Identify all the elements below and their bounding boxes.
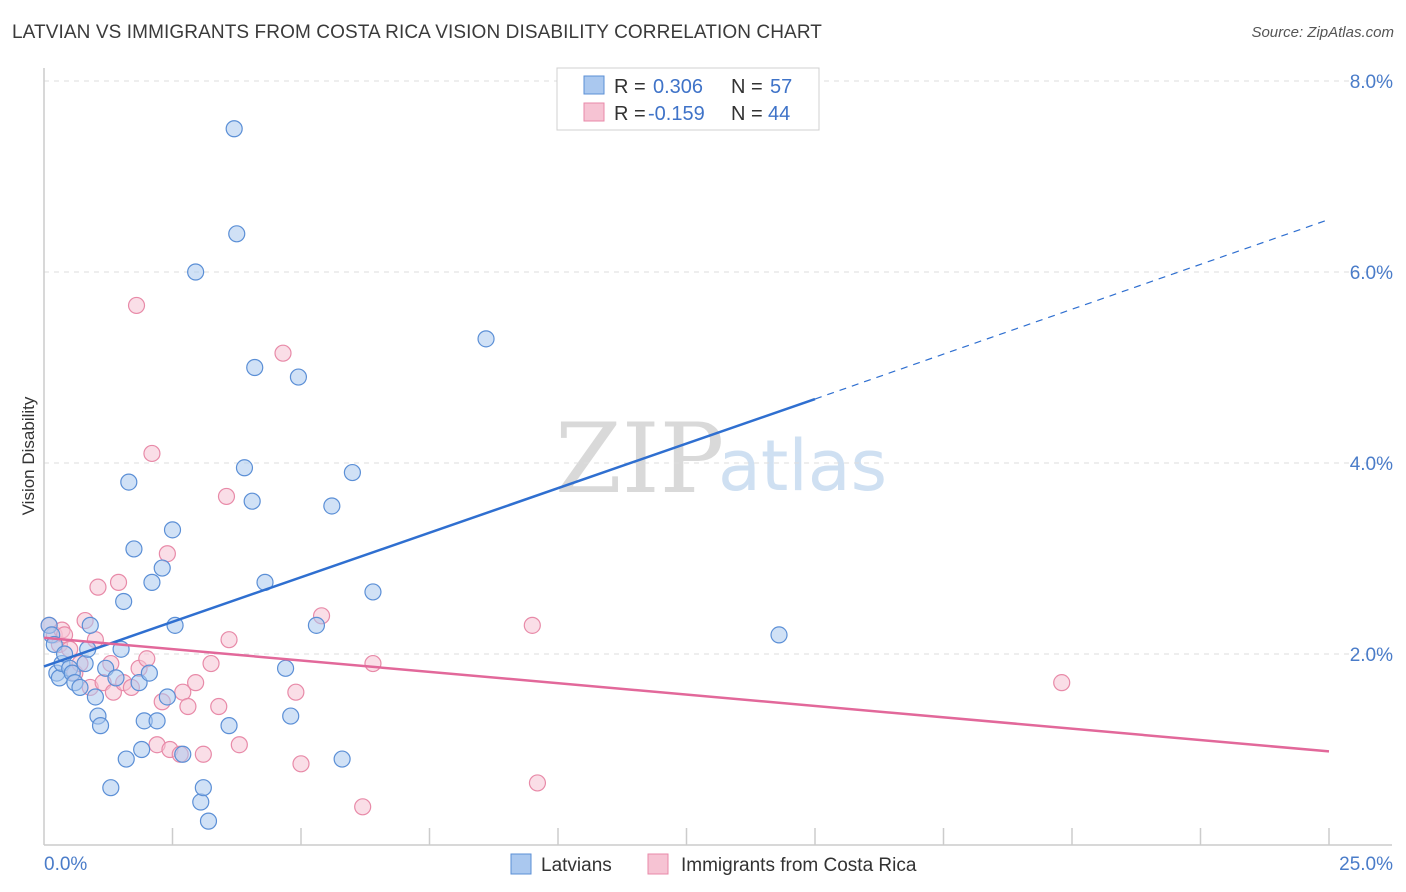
costa-rica-point (194, 745, 212, 763)
latvians-point (276, 659, 295, 677)
y-tick-label-2: 2.0% (1350, 645, 1393, 666)
latvians-point (194, 779, 212, 797)
latvians-point (770, 626, 788, 644)
latvians-point (246, 358, 264, 377)
legend-swatch-latvians (583, 75, 605, 95)
costa-rica-point (127, 296, 146, 315)
costa-rica-point (220, 631, 238, 649)
bottom-legend-label-costa-rica: Immigrants from Costa Rica (681, 855, 917, 876)
costa-rica-point (528, 774, 547, 792)
latvians-point (120, 473, 138, 491)
costa-rica-point (179, 697, 197, 716)
latvians-point (81, 616, 99, 634)
latvians-point (333, 750, 351, 768)
costa-rica-point (274, 344, 292, 362)
latvians-point (243, 492, 261, 510)
costa-rica-point (187, 674, 205, 692)
costa-rica-point (143, 444, 161, 463)
legend-n-value-latvians: 57 (770, 76, 792, 98)
legend-r-value-costa-rica: -0.159 (648, 103, 705, 125)
costa-rica-point (202, 654, 220, 673)
latvians-point (323, 497, 341, 515)
latvians-point (235, 459, 254, 477)
latvians-point (228, 225, 246, 243)
bottom-legend-swatch-costa-rica (647, 853, 669, 875)
y-tick-label-6: 6.0% (1350, 263, 1393, 284)
legend-n-label-1: N = (731, 76, 763, 98)
series-costa-rica-points (40, 296, 1071, 816)
x-axis-ticks (171, 828, 1330, 845)
legend-swatch-costa-rica (583, 102, 605, 122)
legend-n-label-2: N = (731, 103, 763, 125)
latvians-point (143, 573, 161, 591)
latvians-point (225, 120, 243, 138)
latvians-point (117, 750, 135, 768)
legend-n-value-costa-rica: 44 (768, 103, 790, 125)
legend-r-label-2: R = (614, 103, 646, 125)
y-axis-ticks: 2.0% 4.0% 6.0% 8.0% (1350, 72, 1393, 666)
latvians-point (289, 368, 308, 386)
latvians-point (192, 793, 210, 811)
costa-rica-point (364, 654, 382, 673)
source-credit: Source: ZipAtlas.com (1251, 24, 1394, 41)
series-legend: Latvians Immigrants from Costa Rica (510, 853, 917, 876)
y-tick-label-4: 4.0% (1350, 454, 1393, 475)
costa-rica-point (109, 573, 128, 591)
latvians-point (163, 521, 182, 539)
bottom-legend-label-latvians: Latvians (541, 855, 612, 876)
x-tick-label-max: 25.0% (1339, 854, 1393, 875)
latvians-trendline-extension (814, 218, 1330, 400)
costa-rica-point (138, 650, 156, 668)
latvians-point (282, 707, 300, 725)
latvians-point (158, 688, 176, 706)
latvians-point (71, 678, 89, 697)
latvians-point (220, 717, 238, 735)
costa-rica-point (210, 697, 228, 716)
latvians-point (174, 745, 192, 763)
correlation-legend: R = 0.306 N = 57 R = -0.159 N = 44 (556, 67, 820, 131)
y-tick-label-8: 8.0% (1350, 72, 1393, 93)
latvians-point (307, 616, 326, 634)
latvians-point (115, 592, 133, 611)
legend-r-value-latvians: 0.306 (653, 76, 703, 98)
latvians-point (86, 688, 105, 706)
bottom-legend-swatch-latvians (510, 853, 532, 875)
costa-rica-point (158, 545, 176, 563)
latvians-point (91, 717, 110, 735)
legend-r-label-1: R = (614, 76, 646, 98)
latvians-point (148, 712, 166, 730)
latvians-trendline (43, 397, 816, 668)
latvians-point (107, 669, 125, 687)
latvians-point (102, 779, 120, 797)
latvians-point (153, 559, 171, 577)
costa-rica-point (523, 616, 541, 634)
series-latvians-points (40, 120, 788, 830)
costa-rica-point (89, 578, 107, 596)
costa-rica-point (1053, 674, 1071, 692)
y-axis-label: Vision Disability (19, 396, 38, 515)
latvians-point (140, 664, 158, 682)
costa-rica-point (287, 683, 305, 701)
costa-rica-point (292, 755, 310, 773)
latvians-point (477, 330, 495, 348)
latvians-point (125, 540, 143, 558)
latvians-point (76, 654, 94, 673)
x-tick-label-min: 0.0% (44, 854, 87, 875)
latvians-point (364, 583, 382, 601)
costa-rica-point (217, 487, 236, 506)
costa-rica-point (354, 798, 372, 816)
latvians-point (199, 812, 218, 830)
costa-rica-point (230, 736, 248, 754)
latvians-point (187, 263, 205, 281)
costa-rica-trendline (43, 636, 1330, 753)
latvians-point (343, 463, 361, 482)
latvians-point (133, 740, 151, 759)
watermark-atlas: atlas (718, 425, 887, 507)
chart-title: LATVIAN VS IMMIGRANTS FROM COSTA RICA VI… (12, 22, 823, 43)
